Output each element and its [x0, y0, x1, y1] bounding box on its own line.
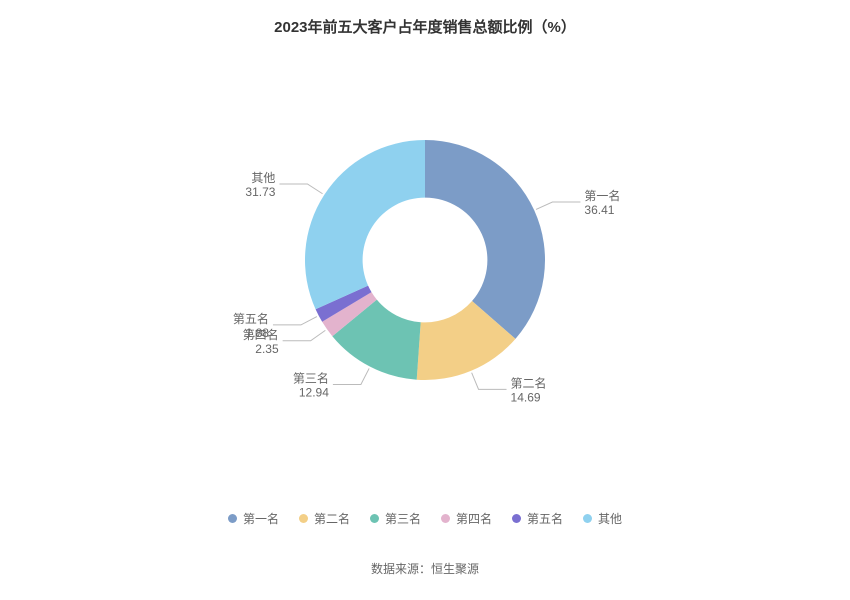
leader-line: [283, 330, 326, 340]
slice-label-name: 其他: [251, 171, 275, 185]
legend-item[interactable]: 其他: [583, 510, 622, 527]
legend-dot-icon: [512, 514, 521, 523]
legend-item[interactable]: 第五名: [512, 510, 563, 527]
data-source: 数据来源：恒生聚源: [0, 560, 850, 577]
legend-item[interactable]: 第一名: [228, 510, 279, 527]
chart-container: 2023年前五大客户占年度销售总额比例（%） 第一名36.41第二名14.69第…: [0, 0, 850, 600]
slice-label-value: 2.35: [255, 342, 279, 356]
donut-slice: [305, 140, 425, 309]
chart-title: 2023年前五大客户占年度销售总额比例（%）: [0, 0, 850, 37]
legend-dot-icon: [441, 514, 450, 523]
slice-label-value: 36.41: [584, 203, 614, 217]
slice-label-name: 第五名: [233, 311, 269, 326]
slice-label-value: 14.69: [511, 390, 541, 404]
slice-label-value: 12.94: [299, 385, 329, 399]
legend-item[interactable]: 第二名: [299, 510, 350, 527]
leader-line: [333, 368, 369, 384]
legend: 第一名 第二名 第三名 第四名 第五名 其他: [0, 510, 850, 527]
donut-svg: 第一名36.41第二名14.69第三名12.94第四名2.35第五名1.88其他…: [0, 50, 850, 470]
legend-dot-icon: [228, 514, 237, 523]
legend-label: 其他: [598, 510, 622, 527]
donut-chart: 第一名36.41第二名14.69第三名12.94第四名2.35第五名1.88其他…: [0, 50, 850, 470]
slice-label-value: 31.73: [245, 185, 275, 199]
legend-label: 第五名: [527, 510, 563, 527]
legend-dot-icon: [583, 514, 592, 523]
leader-line: [273, 317, 317, 325]
leader-line: [536, 202, 580, 209]
leader-line: [279, 184, 322, 194]
slice-label-name: 第二名: [511, 375, 547, 390]
donut-slice: [425, 140, 545, 339]
legend-label: 第四名: [456, 510, 492, 527]
slice-label-name: 第三名: [293, 370, 329, 385]
legend-label: 第三名: [385, 510, 421, 527]
leader-line: [472, 373, 507, 390]
legend-label: 第二名: [314, 510, 350, 527]
legend-dot-icon: [370, 514, 379, 523]
legend-dot-icon: [299, 514, 308, 523]
legend-item[interactable]: 第三名: [370, 510, 421, 527]
slice-label-value: 1.88: [246, 326, 270, 340]
slice-label-name: 第一名: [584, 188, 620, 203]
legend-label: 第一名: [243, 510, 279, 527]
legend-item[interactable]: 第四名: [441, 510, 492, 527]
